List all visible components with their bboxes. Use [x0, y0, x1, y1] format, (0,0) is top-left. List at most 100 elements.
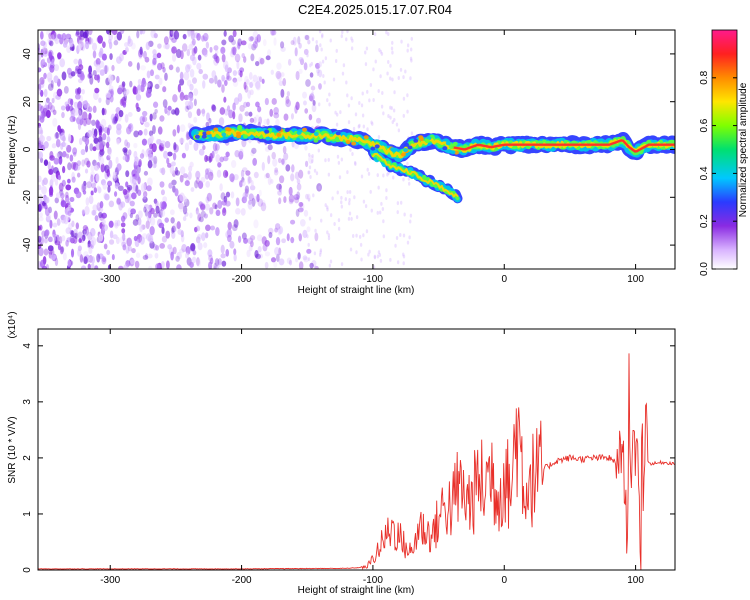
noise-cell — [251, 147, 257, 154]
noise-cell — [274, 246, 280, 256]
noise-cell — [407, 181, 411, 186]
noise-cell — [114, 219, 119, 227]
noise-cell — [348, 211, 352, 216]
noise-cell — [247, 200, 253, 210]
x-tick-label: 0 — [501, 274, 507, 285]
noise-cell — [129, 200, 135, 207]
noise-cell — [82, 118, 87, 127]
noise-cell — [365, 46, 369, 51]
noise-cell — [364, 62, 368, 67]
noise-cell — [49, 155, 55, 161]
noise-cell — [221, 260, 227, 267]
noise-cell — [182, 216, 187, 222]
noise-cell — [231, 46, 238, 52]
noise-cell — [256, 234, 263, 242]
noise-cell — [106, 169, 110, 177]
noise-cell — [293, 193, 300, 201]
noise-cell — [277, 227, 282, 236]
noise-cell — [406, 43, 410, 48]
noise-cell — [69, 235, 75, 243]
noise-cell — [385, 30, 388, 35]
noise-cell — [368, 249, 371, 254]
noise-cell — [162, 196, 168, 203]
noise-cell — [86, 160, 91, 168]
noise-cell — [196, 62, 202, 70]
noise-cell — [329, 38, 332, 43]
noise-cell — [183, 94, 189, 101]
noise-cell — [291, 164, 295, 173]
noise-cell — [107, 180, 113, 187]
noise-cell — [307, 170, 310, 175]
noise-cell — [310, 85, 316, 91]
noise-cell — [94, 87, 100, 94]
noise-cell — [191, 256, 197, 264]
noise-cell — [308, 152, 311, 157]
noise-cell — [329, 213, 333, 218]
noise-cell — [402, 233, 406, 238]
noise-cell — [380, 104, 384, 109]
noise-cell — [83, 256, 88, 265]
noise-cell — [223, 30, 227, 37]
noise-cell — [113, 40, 119, 46]
noise-cell — [250, 53, 255, 62]
noise-cell — [82, 189, 87, 195]
noise-cell — [57, 243, 62, 251]
noise-cell — [308, 154, 314, 164]
noise-cell — [220, 244, 225, 254]
noise-cell — [38, 115, 42, 121]
noise-cell — [146, 233, 152, 242]
noise-cell — [396, 210, 399, 215]
noise-cell — [271, 98, 277, 105]
noise-cell — [323, 80, 326, 85]
noise-cell — [314, 265, 317, 269]
noise-cell — [152, 49, 157, 56]
noise-cell — [173, 142, 177, 151]
noise-cell — [386, 71, 389, 76]
noise-cell — [139, 226, 143, 233]
noise-cell — [108, 38, 112, 45]
noise-cell — [185, 64, 191, 73]
signal-blob — [313, 138, 319, 143]
noise-cell — [382, 111, 385, 116]
noise-cell — [84, 40, 90, 50]
noise-cell — [86, 181, 92, 189]
noise-cell — [187, 122, 192, 129]
noise-cell — [368, 98, 371, 103]
noise-cell — [392, 108, 396, 113]
noise-cell — [43, 159, 49, 166]
noise-cell — [69, 154, 74, 162]
noise-cell — [339, 110, 342, 115]
colorbar-tick-label: 0.4 — [699, 166, 710, 180]
noise-cell — [88, 195, 94, 205]
noise-cell — [318, 30, 322, 34]
signal-blob — [413, 138, 419, 143]
noise-cell — [56, 88, 63, 97]
noise-cell — [225, 151, 230, 158]
noise-cell — [340, 157, 344, 162]
noise-cell — [195, 170, 201, 180]
noise-cell — [326, 205, 329, 210]
noise-cell — [244, 185, 250, 194]
noise-cell — [100, 118, 107, 128]
noise-cell — [39, 77, 45, 85]
noise-cell — [81, 209, 86, 215]
noise-cell — [111, 64, 115, 72]
noise-cell — [369, 83, 373, 88]
noise-cell — [205, 224, 211, 232]
noise-cell — [198, 201, 203, 207]
noise-cell — [163, 43, 168, 49]
noise-cell — [85, 117, 92, 125]
noise-cell — [243, 56, 247, 63]
noise-cell — [112, 171, 116, 179]
noise-cell — [404, 69, 407, 74]
noise-cell — [176, 124, 180, 134]
noise-cell — [162, 99, 168, 108]
noise-cell — [40, 79, 45, 88]
noise-cell — [273, 169, 279, 176]
noise-cell — [379, 74, 382, 79]
noise-cell — [307, 197, 311, 202]
noise-cell — [107, 146, 112, 155]
noise-cell — [157, 126, 163, 135]
noise-cell — [364, 204, 368, 209]
noise-cell — [39, 212, 43, 218]
